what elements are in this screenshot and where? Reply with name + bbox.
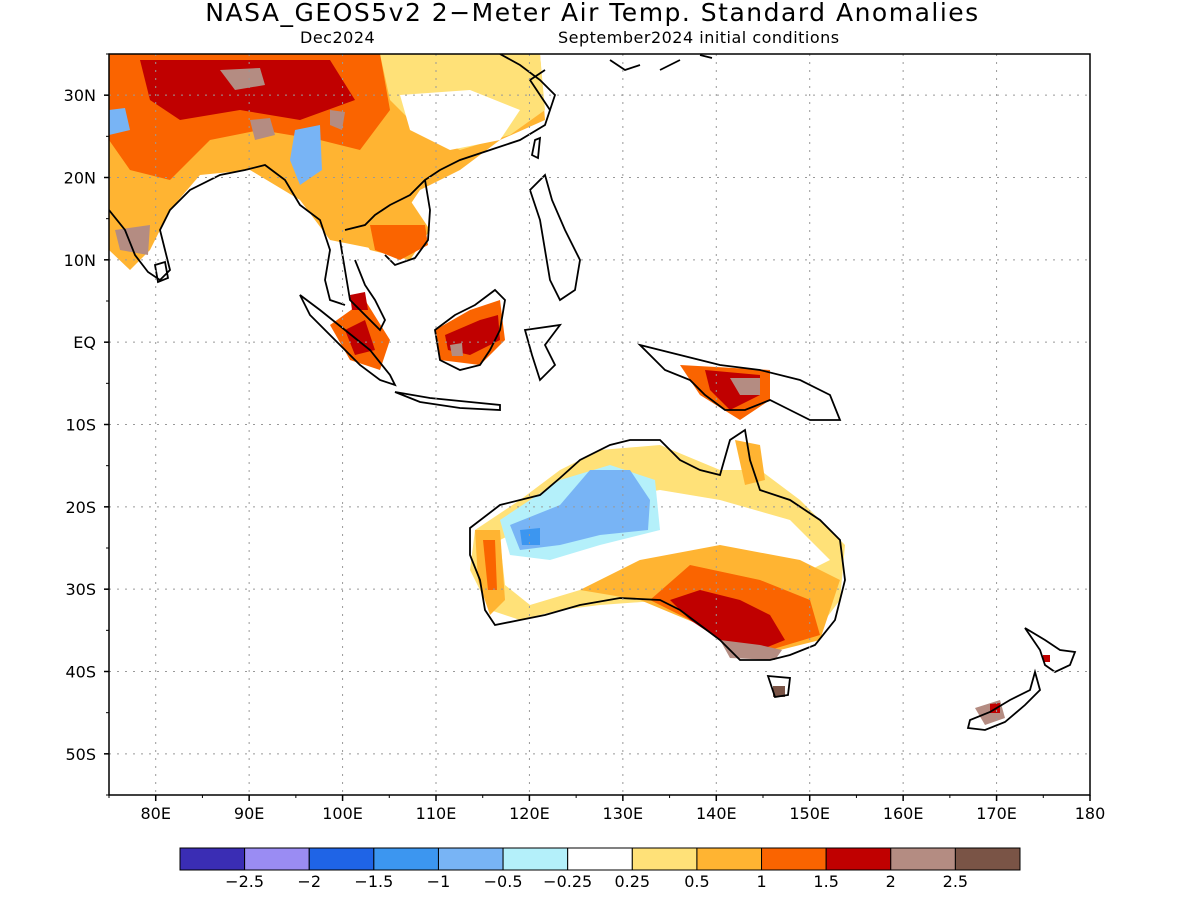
colorbar-label: 2.5 — [943, 872, 968, 891]
coastline-sulawesi — [523, 323, 563, 382]
lon-tick-label: 160E — [883, 804, 924, 823]
lat-tick-label: 10S — [65, 416, 96, 435]
coastline-vietnam — [384, 179, 431, 267]
lat-tick-label: EQ — [73, 333, 96, 352]
anomaly-area-indochina-hot — [370, 225, 428, 260]
anomaly-area-tibet-peak — [115, 68, 345, 255]
colorbar-swatch — [502, 847, 569, 871]
coastline-tasmania — [766, 674, 792, 699]
lat-tick-label: 20N — [64, 169, 96, 188]
colorbar-swatch — [696, 847, 763, 871]
coastline-sri-lanka — [153, 260, 170, 284]
colorbar-swatch — [631, 847, 698, 871]
coastline-indochina — [344, 69, 551, 231]
coastline-new-zealand-south — [966, 668, 1042, 731]
colorbar-swatch — [179, 847, 246, 871]
anomaly-area-west-australia-hot — [483, 540, 497, 590]
lat-tick-label: 10N — [64, 251, 96, 270]
coastline-japan-ryukyu — [609, 54, 713, 71]
longitude-axis: 80E 90E 100E 110E 120E 130E 140E 150E 160E 170E 18… — [108, 795, 1106, 823]
colorbar-swatch — [244, 847, 310, 871]
anomaly-area-sumatra-hot — [345, 292, 375, 355]
lon-tick-label: 120E — [509, 804, 550, 823]
anomaly-area-tasmania — [773, 686, 785, 697]
colorbar-label: 1.5 — [813, 872, 838, 891]
coastline-borneo — [434, 288, 506, 371]
anomaly-field — [109, 54, 1050, 725]
coastline-sumatra — [299, 294, 397, 387]
colorbar-label: −0.5 — [484, 872, 523, 891]
anomaly-area-se-australia-very-hot — [670, 590, 785, 650]
lon-tick-label: 100E — [322, 804, 363, 823]
colorbar-swatch — [890, 847, 956, 871]
colorbar-label: 2 — [886, 872, 896, 891]
colorbar-label: 0.25 — [614, 872, 650, 891]
initial-conditions-label: September2024 initial conditions — [558, 28, 840, 47]
lat-tick-label: 40S — [65, 663, 96, 682]
anomaly-area-australia-cool-core — [520, 528, 540, 545]
anomaly-area-burma-cool — [290, 125, 322, 185]
lon-tick-label: 110E — [416, 804, 457, 823]
colorbar-swatch — [825, 847, 892, 871]
coastline-philippines — [528, 173, 581, 302]
lat-tick-label: 20S — [65, 498, 96, 517]
lon-tick-label: 150E — [789, 804, 830, 823]
colorbar-label: 0.5 — [684, 872, 709, 891]
anomaly-area-new-zealand-hot — [990, 655, 1050, 713]
colorbar-swatch — [567, 847, 633, 871]
lat-tick-label: 30S — [65, 580, 96, 599]
colorbar-label: −2 — [297, 872, 321, 891]
colorbar-swatch — [954, 847, 1021, 871]
anomaly-area-new-guinea-peak — [730, 378, 760, 395]
colorbar-swatch — [373, 847, 439, 871]
coastline-new-zealand-north — [1024, 627, 1077, 674]
colorbar-label: 1 — [756, 872, 766, 891]
colorbar-label: −0.25 — [543, 872, 592, 891]
anomaly-area-borneo-peak — [450, 343, 463, 356]
coastline-java — [394, 391, 501, 411]
anomaly-area-tibet — [140, 60, 355, 120]
lon-tick-label: 90E — [234, 804, 264, 823]
latitude-axis: 30N 20N 10N EQ 10S 20S 30S 40S 50S — [64, 53, 109, 796]
anomaly-area-north-china-white — [400, 90, 520, 150]
map-title: NASA_GEOS5v2 2−Meter Air Temp. Standard … — [205, 0, 980, 27]
coastline-malay-peninsula — [339, 239, 387, 332]
valid-month-label: Dec2024 — [300, 28, 376, 47]
lat-tick-label: 50S — [65, 745, 96, 764]
coastlines — [109, 54, 1077, 731]
lon-tick-label: 180 — [1075, 804, 1106, 823]
coastline-south-asia — [109, 164, 346, 306]
colorbar-label: −2.5 — [225, 872, 264, 891]
coastline-china-east — [499, 54, 557, 111]
coastline-new-guinea — [637, 343, 842, 421]
lon-tick-label: 80E — [140, 804, 170, 823]
lon-tick-label: 140E — [696, 804, 737, 823]
colorbar: −2.5 −2 −1.5 −1 −0.5 −0.25 0.25 0.5 1 1.5 2 2.5 — [179, 847, 1021, 891]
colorbar-swatch — [761, 847, 827, 871]
lon-tick-label: 170E — [976, 804, 1017, 823]
anomaly-area-west-tibet-cool — [109, 108, 130, 135]
colorbar-swatch — [308, 847, 375, 871]
coastline-australia — [469, 428, 846, 661]
lon-tick-label: 130E — [603, 804, 644, 823]
lat-tick-label: 30N — [64, 86, 96, 105]
anomaly-area-australia-cool — [510, 470, 650, 550]
colorbar-label: −1.5 — [354, 872, 393, 891]
colorbar-swatch — [437, 847, 504, 871]
coastline-taiwan — [530, 136, 542, 160]
colorbar-label: −1 — [427, 872, 451, 891]
